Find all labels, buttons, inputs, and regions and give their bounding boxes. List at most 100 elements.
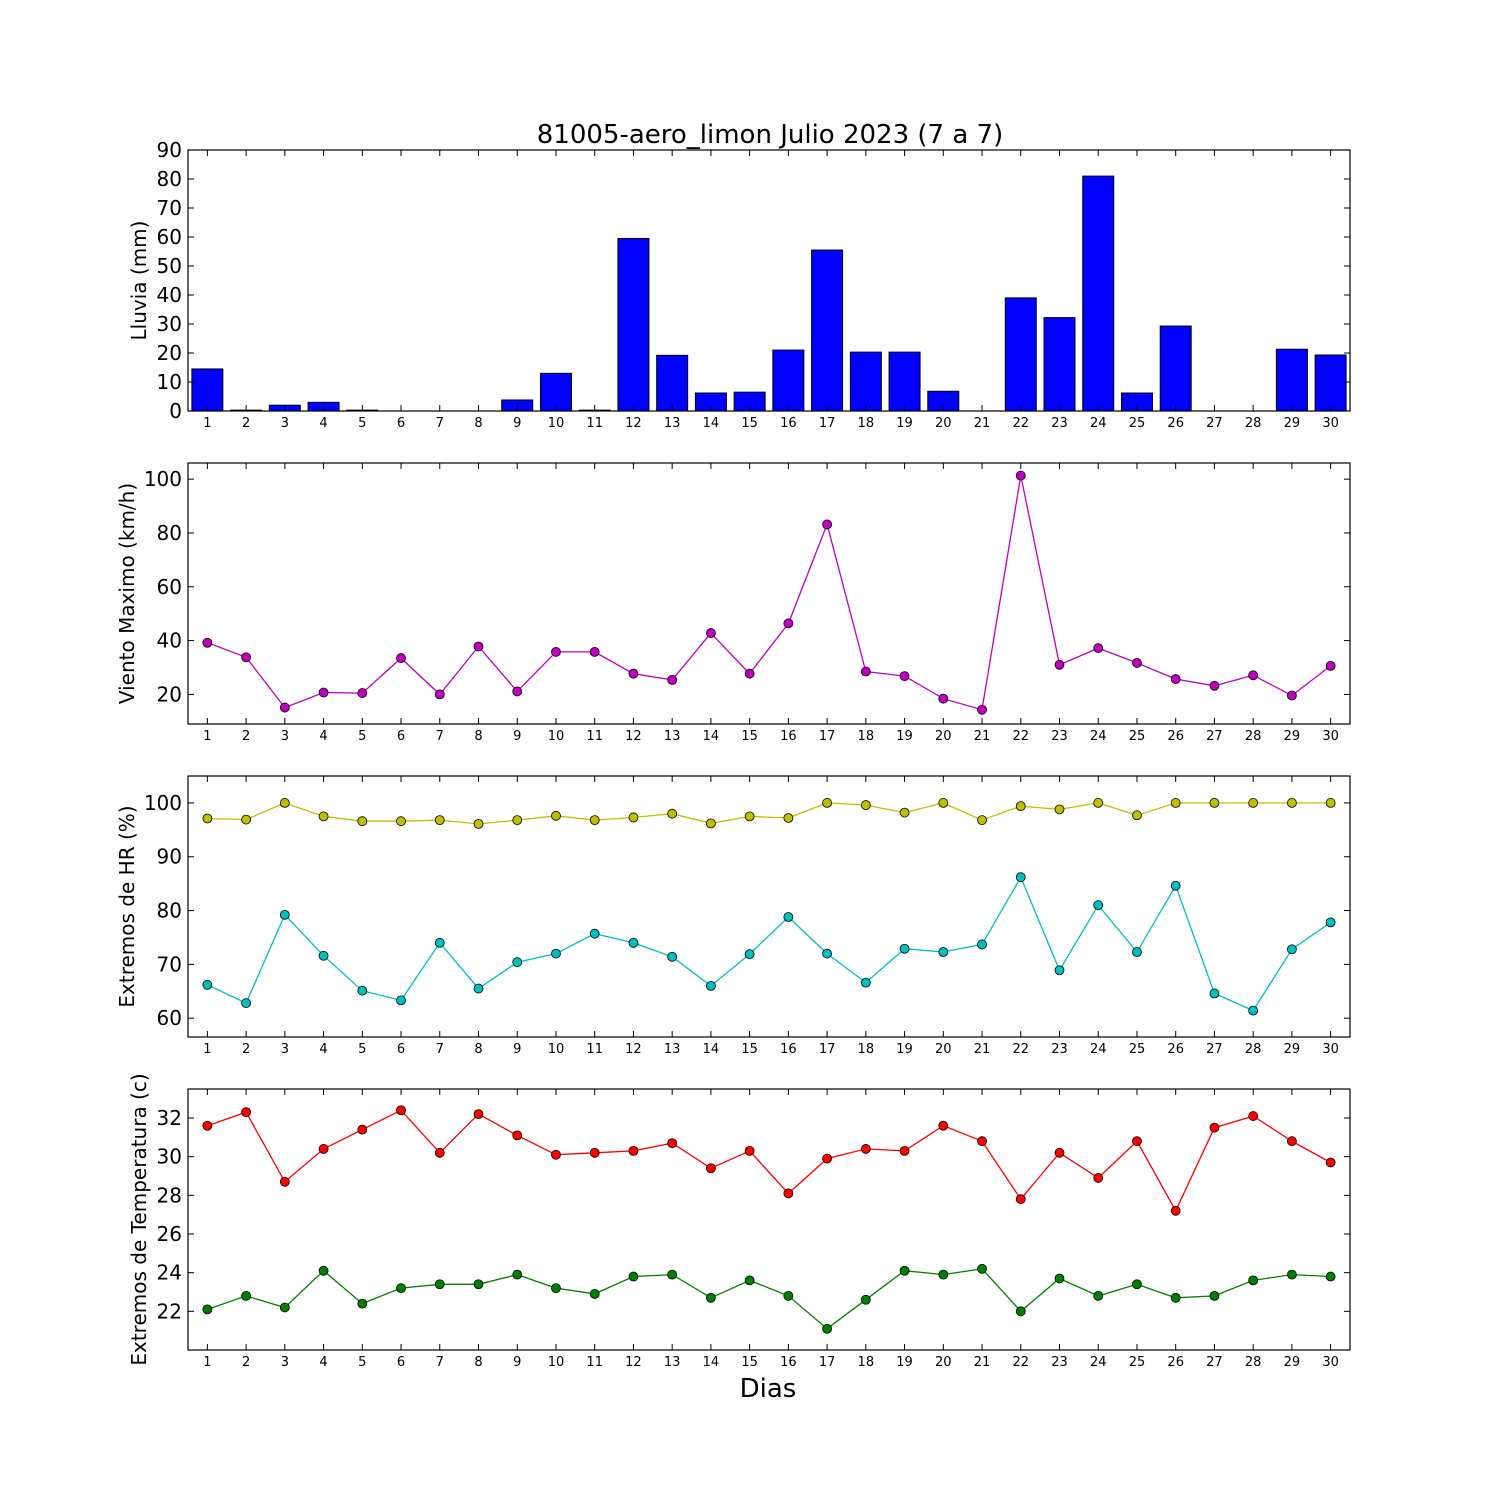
point-s1-day-20 — [938, 798, 949, 808]
point-s2-day-5 — [357, 985, 368, 996]
y-tick-label: 32 — [157, 1106, 182, 1130]
point-s2-day-22 — [1015, 1306, 1026, 1317]
point-s2-day-4 — [318, 1265, 329, 1276]
point-s2-day-2 — [241, 998, 252, 1008]
point-s1-day-14 — [706, 628, 716, 638]
point-s1-day-21 — [977, 704, 987, 715]
point-s1-day-17 — [822, 1153, 832, 1164]
x-tick-label: 16 — [780, 1042, 797, 1057]
point-s2-day-10 — [551, 1283, 561, 1294]
y-axis-label: Viento Maximo (km/h) — [115, 483, 139, 704]
x-tick-label: 20 — [935, 1355, 952, 1370]
x-tick-label: 3 — [281, 1042, 289, 1057]
point-s1-day-29 — [1287, 798, 1297, 808]
point-s1-day-8 — [473, 1109, 484, 1120]
bar-day-24 — [1082, 175, 1115, 412]
y-tick-label: 90 — [157, 138, 182, 162]
x-tick-label: 6 — [397, 1042, 405, 1057]
x-tick-label: 22 — [1012, 1355, 1029, 1370]
x-tick-label: 11 — [586, 1042, 603, 1057]
y-tick-label: 26 — [157, 1222, 182, 1246]
point-s1-day-25 — [1132, 1136, 1142, 1147]
x-tick-label: 20 — [935, 416, 952, 431]
point-s2-day-12 — [628, 1271, 639, 1282]
axes-frame — [187, 1088, 1351, 1351]
point-s1-day-11 — [589, 1147, 600, 1158]
point-s1-day-27 — [1209, 680, 1220, 691]
point-s1-day-20 — [938, 693, 949, 704]
x-tick-label: 28 — [1245, 416, 1262, 431]
x-tick-label: 11 — [586, 729, 603, 744]
point-s1-day-25 — [1132, 658, 1142, 668]
series-line-1 — [207, 475, 1331, 711]
x-tick-label: 13 — [664, 1355, 681, 1370]
x-tick-label: 15 — [741, 416, 758, 431]
x-tick-label: 6 — [397, 729, 405, 744]
point-s1-day-12 — [628, 668, 639, 679]
x-tick-label: 1 — [203, 1042, 211, 1057]
x-tick-label: 13 — [664, 729, 681, 744]
y-tick-label: 20 — [157, 341, 182, 365]
bar-day-13 — [656, 354, 689, 412]
point-s2-day-16 — [783, 1290, 794, 1301]
x-tick-label: 3 — [281, 1355, 289, 1370]
x-tick-label: 2 — [242, 1355, 250, 1370]
point-s1-day-23 — [1054, 1147, 1065, 1158]
point-s1-day-15 — [744, 668, 755, 679]
x-tick-label: 14 — [703, 416, 720, 431]
x-tick-label: 1 — [203, 1355, 211, 1370]
point-s2-day-9 — [512, 957, 523, 968]
x-tick-label: 30 — [1322, 1042, 1339, 1057]
point-s1-day-2 — [241, 1107, 252, 1118]
x-tick-label: 4 — [319, 1355, 327, 1370]
bar-day-22 — [1004, 297, 1037, 412]
point-s1-day-21 — [977, 815, 987, 826]
x-tick-label: 19 — [896, 1042, 913, 1057]
point-s2-day-29 — [1287, 1269, 1297, 1280]
y-tick-label: 0 — [169, 399, 182, 423]
point-s2-day-6 — [396, 995, 406, 1006]
x-tick-label: 25 — [1129, 1355, 1146, 1370]
x-tick-label: 13 — [664, 416, 681, 431]
point-s2-day-15 — [744, 949, 755, 960]
point-s2-day-28 — [1248, 1005, 1259, 1016]
x-tick-label: 14 — [703, 1042, 720, 1057]
point-s2-day-3 — [279, 909, 290, 920]
point-s2-day-2 — [241, 1290, 252, 1301]
point-s2-day-11 — [589, 1289, 600, 1299]
y-tick-label: 80 — [157, 521, 182, 545]
point-s1-day-17 — [822, 519, 832, 530]
x-tick-label: 9 — [513, 416, 521, 431]
x-tick-label: 24 — [1090, 416, 1107, 431]
x-tick-label: 9 — [513, 1355, 521, 1370]
point-s1-day-11 — [589, 815, 600, 826]
point-s1-day-5 — [357, 688, 368, 698]
point-s1-day-4 — [318, 1144, 329, 1154]
x-tick-label: 19 — [896, 1355, 913, 1370]
point-s1-day-25 — [1132, 810, 1142, 821]
bar-day-12 — [617, 237, 650, 412]
x-tick-label: 16 — [780, 1355, 797, 1370]
point-s1-day-14 — [706, 1163, 716, 1174]
x-tick-label: 2 — [242, 416, 250, 431]
point-s1-day-16 — [783, 813, 794, 823]
x-tick-label: 4 — [319, 416, 327, 431]
point-s1-day-6 — [396, 1105, 406, 1116]
x-tick-label: 27 — [1206, 729, 1223, 744]
x-tick-label: 5 — [358, 1355, 366, 1370]
point-s1-day-27 — [1209, 1122, 1220, 1133]
point-s1-day-4 — [318, 687, 329, 698]
bar-day-1 — [191, 368, 224, 412]
point-s2-day-13 — [667, 1269, 678, 1280]
bar-day-18 — [849, 351, 882, 412]
y-tick-label: 10 — [157, 370, 182, 394]
series-line-1 — [207, 802, 1331, 825]
y-tick-label: 50 — [157, 254, 182, 278]
x-tick-label: 7 — [436, 416, 444, 431]
x-tick-label: 11 — [586, 416, 603, 431]
point-s1-day-13 — [667, 674, 678, 685]
x-tick-label: 2 — [242, 1042, 250, 1057]
x-tick-label: 9 — [513, 729, 521, 744]
y-tick-label: 60 — [157, 1006, 182, 1030]
point-s1-day-12 — [628, 812, 639, 823]
